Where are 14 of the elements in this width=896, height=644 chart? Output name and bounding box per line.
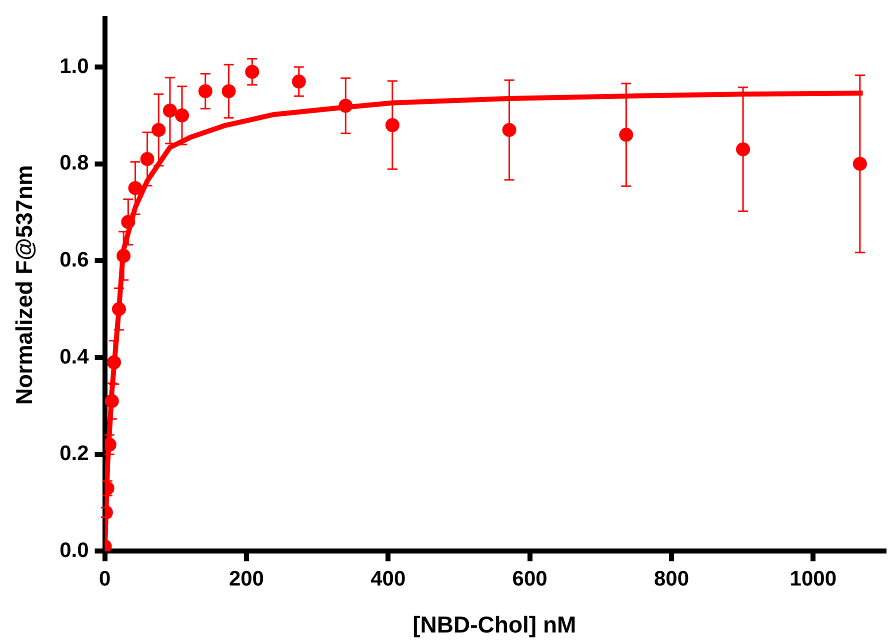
y-tick-label: 0.6 <box>60 248 89 272</box>
x-tick-label: 0 <box>98 568 111 591</box>
x-axis-title: [NBD-Chol] nM <box>412 612 576 638</box>
y-tick-label: 0.2 <box>60 442 89 466</box>
y-axis-title: Normalized F@537nm <box>11 165 38 405</box>
x-tick-label: 1000 <box>790 568 837 591</box>
y-tick-label: 0.0 <box>60 538 89 562</box>
y-tick-label: 0.4 <box>60 345 90 368</box>
x-tick-label: 400 <box>370 568 406 591</box>
x-tick-label: 200 <box>228 568 264 591</box>
y-tick-label: 1.0 <box>60 54 89 78</box>
x-tick-label: 600 <box>512 568 548 591</box>
y-tick-label: 0.8 <box>60 152 90 175</box>
x-tick-label: 800 <box>654 568 690 591</box>
